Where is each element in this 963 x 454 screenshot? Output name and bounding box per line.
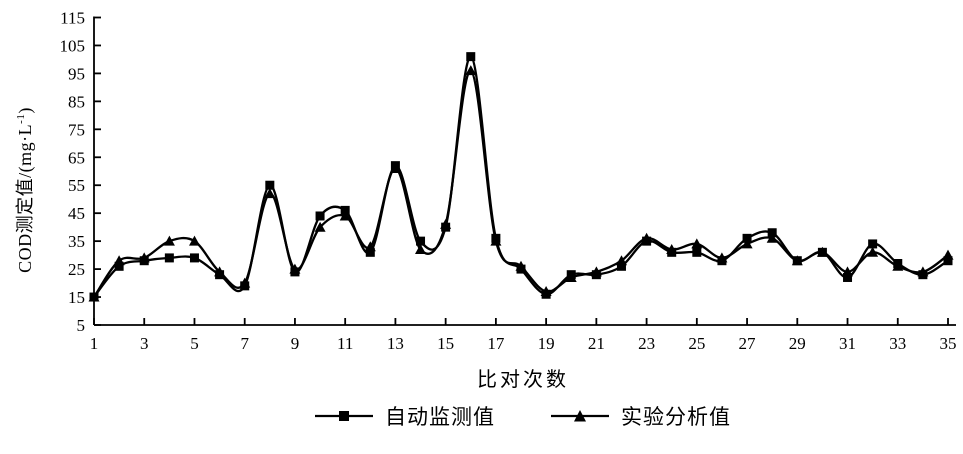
y-tick-label: 115 xyxy=(60,9,85,28)
x-tick-label: 29 xyxy=(789,334,806,353)
triangle-marker xyxy=(214,266,226,277)
y-tick-label: 45 xyxy=(68,204,85,223)
x-axis-title: 比对次数 xyxy=(477,369,569,391)
y-tick-label: 105 xyxy=(60,36,86,55)
triangle-marker xyxy=(867,246,879,257)
triangle-marker xyxy=(490,235,502,246)
square-marker xyxy=(692,247,702,257)
square-marker xyxy=(315,211,325,221)
y-tick-labels: 5 15 25 35 45 55 65 75 85 95 105 115 xyxy=(60,9,86,336)
x-tick-label: 3 xyxy=(140,334,149,353)
x-tick-label: 23 xyxy=(638,334,655,353)
y-axis-title: COD测定值/(mg·L-1) xyxy=(11,107,37,273)
x-tick-label: 13 xyxy=(387,334,404,353)
x-tick-label: 15 xyxy=(437,334,454,353)
y-tick-label: 95 xyxy=(68,64,85,83)
triangle-marker xyxy=(88,291,100,302)
triangle-marker xyxy=(892,260,904,271)
x-tick-label: 17 xyxy=(487,334,505,353)
x-tick-label: 21 xyxy=(588,334,605,353)
x-tick-label: 33 xyxy=(889,334,906,353)
square-marker xyxy=(466,52,476,62)
triangle-marker xyxy=(515,260,527,271)
triangle-marker xyxy=(691,238,703,249)
y-tick-label: 65 xyxy=(68,148,85,167)
triangle-marker xyxy=(942,249,954,260)
legend-item-lab-analysis: 实验分析值 xyxy=(551,401,731,431)
square-marker xyxy=(868,239,878,249)
square-marker xyxy=(616,261,626,271)
y-tick-label: 85 xyxy=(68,92,85,111)
y-tick-label: 75 xyxy=(68,120,85,139)
legend: 自动监测值 实验分析值 xyxy=(94,401,952,431)
triangle-marker xyxy=(791,255,803,266)
x-tick-label: 1 xyxy=(90,334,99,353)
square-marker xyxy=(767,228,777,238)
x-tick-label: 11 xyxy=(337,334,353,353)
triangle-marker xyxy=(113,255,125,266)
triangle-marker xyxy=(590,266,602,277)
triangle-marker xyxy=(540,286,552,296)
y-tick-label: 25 xyxy=(68,260,85,279)
triangle-marker-line-icon xyxy=(551,410,609,422)
triangle-marker xyxy=(666,244,678,254)
square-marker xyxy=(943,256,953,266)
triangle-marker xyxy=(189,235,200,246)
triangle-marker xyxy=(163,235,175,246)
triangle-marker xyxy=(264,188,276,199)
square-marker xyxy=(340,205,350,215)
triangle-marker xyxy=(339,210,351,221)
triangle-marker xyxy=(289,263,301,274)
triangle-marker xyxy=(389,163,401,173)
triangle-marker xyxy=(641,232,653,243)
triangle-marker xyxy=(716,252,728,263)
x-tick-label: 27 xyxy=(739,334,757,353)
series-lab-analysis xyxy=(88,65,954,302)
square-marker xyxy=(265,180,275,190)
triangle-marker xyxy=(465,65,477,76)
square-marker xyxy=(164,253,174,263)
triangle-marker xyxy=(440,218,452,229)
x-tick-label: 9 xyxy=(291,334,300,353)
triangle-marker xyxy=(364,241,376,252)
x-tick-label: 19 xyxy=(538,334,555,353)
x-tick-label: 5 xyxy=(190,334,199,353)
triangle-marker xyxy=(616,255,627,266)
square-marker xyxy=(114,261,124,271)
triangle-marker xyxy=(741,238,753,249)
square-marker xyxy=(742,233,752,243)
x-tick-label: 7 xyxy=(240,334,249,353)
y-tick-label: 55 xyxy=(68,176,85,195)
y-axis-title-superscript: -1 xyxy=(15,113,27,124)
triangle-marker xyxy=(314,221,326,232)
legend-item-auto-monitor: 自动监测值 xyxy=(315,401,495,431)
triangle-marker xyxy=(766,232,778,243)
x-tick-labels: 1 3 5 7 9 11 13 15 17 19 21 23 25 27 29 31 33 35 xyxy=(90,334,957,353)
x-tick-label: 31 xyxy=(839,334,856,353)
legend-label: 自动监测值 xyxy=(385,405,495,429)
axes xyxy=(93,16,956,326)
triangle-marker xyxy=(415,244,426,254)
square-marker xyxy=(189,253,199,263)
triangle-marker xyxy=(842,266,853,277)
triangle-marker xyxy=(565,272,577,282)
y-axis-title-text: COD测定值/(mg·L xyxy=(15,123,35,273)
y-axis-title-close-paren: ) xyxy=(15,107,35,114)
y-tick-label: 5 xyxy=(77,316,86,335)
square-marker-line-icon xyxy=(315,411,373,421)
triangle-marker xyxy=(816,246,828,257)
x-tick-label: 25 xyxy=(688,334,705,353)
triangle-marker xyxy=(239,277,251,288)
square-marker xyxy=(416,236,426,246)
y-tick-label: 15 xyxy=(68,288,85,307)
triangle-marker xyxy=(138,252,150,263)
square-marker xyxy=(843,272,853,282)
triangle-marker xyxy=(917,266,929,277)
y-tick-label: 35 xyxy=(68,232,85,251)
x-tick-label: 35 xyxy=(940,334,957,353)
square-marker xyxy=(365,247,375,257)
legend-label: 实验分析值 xyxy=(621,405,731,429)
